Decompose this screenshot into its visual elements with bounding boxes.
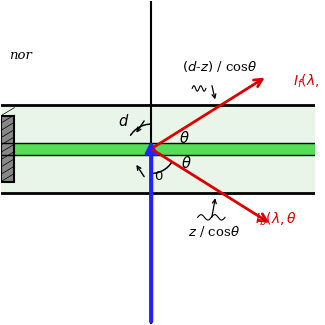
Text: $(d$-$z)$ / cos$\theta$: $(d$-$z)$ / cos$\theta$: [182, 59, 257, 74]
Text: $\theta$: $\theta$: [181, 154, 192, 171]
Text: $\theta$: $\theta$: [178, 130, 189, 146]
Text: nor: nor: [9, 49, 32, 62]
Text: $I_b(\lambda, \theta$: $I_b(\lambda, \theta$: [255, 210, 297, 228]
Text: $I_f(\lambda,$: $I_f(\lambda,$: [293, 73, 320, 90]
Bar: [1, 143, 315, 155]
Bar: [1, 116, 14, 182]
Text: $z$ / cos$\theta$: $z$ / cos$\theta$: [188, 224, 240, 239]
Text: $0$: $0$: [154, 170, 163, 183]
Bar: [1, 105, 315, 193]
Text: $d$: $d$: [118, 113, 129, 129]
